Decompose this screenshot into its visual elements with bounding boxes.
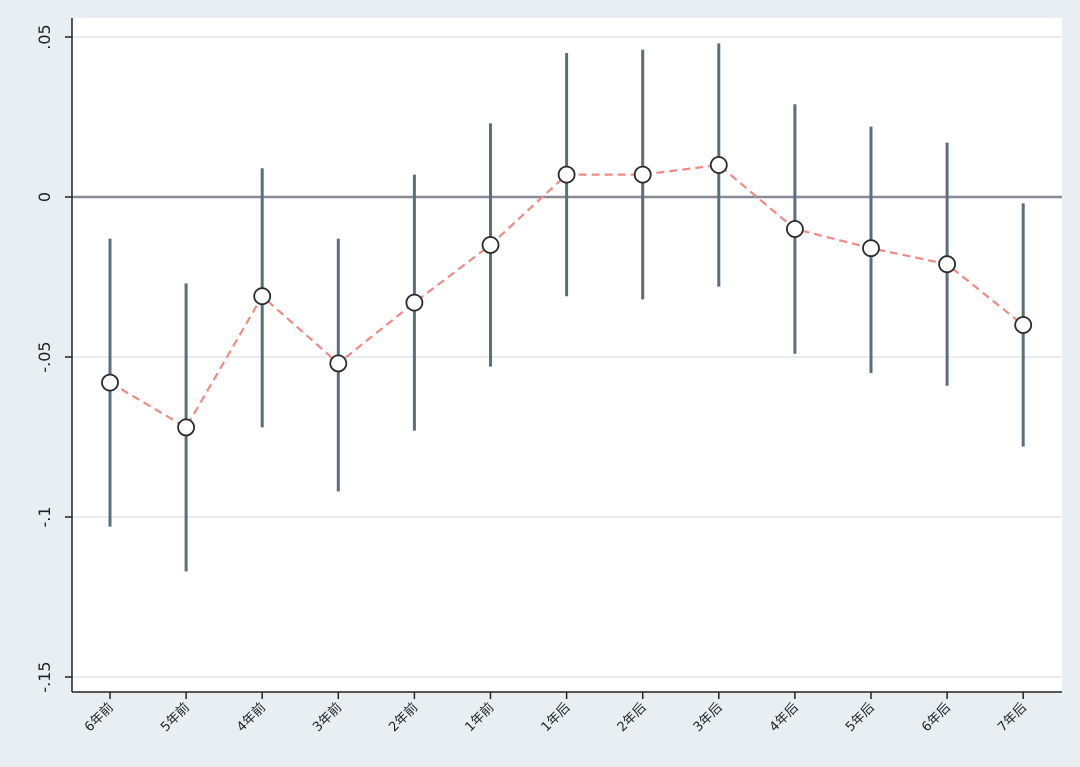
x-tick-label: 5年前 (157, 700, 193, 736)
point-estimate-marker (557, 165, 576, 184)
point-estimate-marker (938, 255, 956, 274)
point-estimate-marker (633, 165, 652, 184)
point-estimate-marker (862, 239, 880, 258)
point-estimate-marker (709, 156, 728, 174)
point-estimate-marker (405, 293, 424, 312)
y-tick-label: -.05 (35, 341, 54, 372)
y-tick-label: 0 (35, 192, 54, 202)
x-tick-label: 7年后 (995, 700, 1030, 735)
point-estimate-marker (177, 418, 196, 437)
x-tick-label: 2年后 (615, 700, 650, 735)
x-tick-label: 1年前 (462, 700, 498, 736)
y-tick-label: .05 (35, 24, 54, 49)
point-estimate-marker (1014, 316, 1033, 334)
y-tick-label: -.1 (35, 506, 54, 527)
x-tick-label: 3年后 (691, 700, 726, 735)
y-tick-label: -.15 (35, 661, 54, 692)
x-tick-label: 4年后 (767, 700, 802, 735)
x-tick-label: 5年后 (843, 700, 878, 735)
point-estimate-marker (481, 236, 500, 254)
point-estimate-marker (329, 354, 348, 373)
x-tick-label: 6年后 (919, 700, 954, 735)
x-tick-label: 4年前 (233, 700, 269, 736)
x-tick-label: 1年后 (539, 700, 574, 735)
x-tick-label: 3年前 (310, 700, 346, 736)
point-estimate-marker (253, 287, 272, 306)
point-estimate-marker (101, 373, 119, 392)
x-tick-label: 6年前 (81, 700, 117, 736)
point-estimate-marker (786, 220, 804, 238)
x-tick-label: 2年前 (386, 700, 422, 736)
